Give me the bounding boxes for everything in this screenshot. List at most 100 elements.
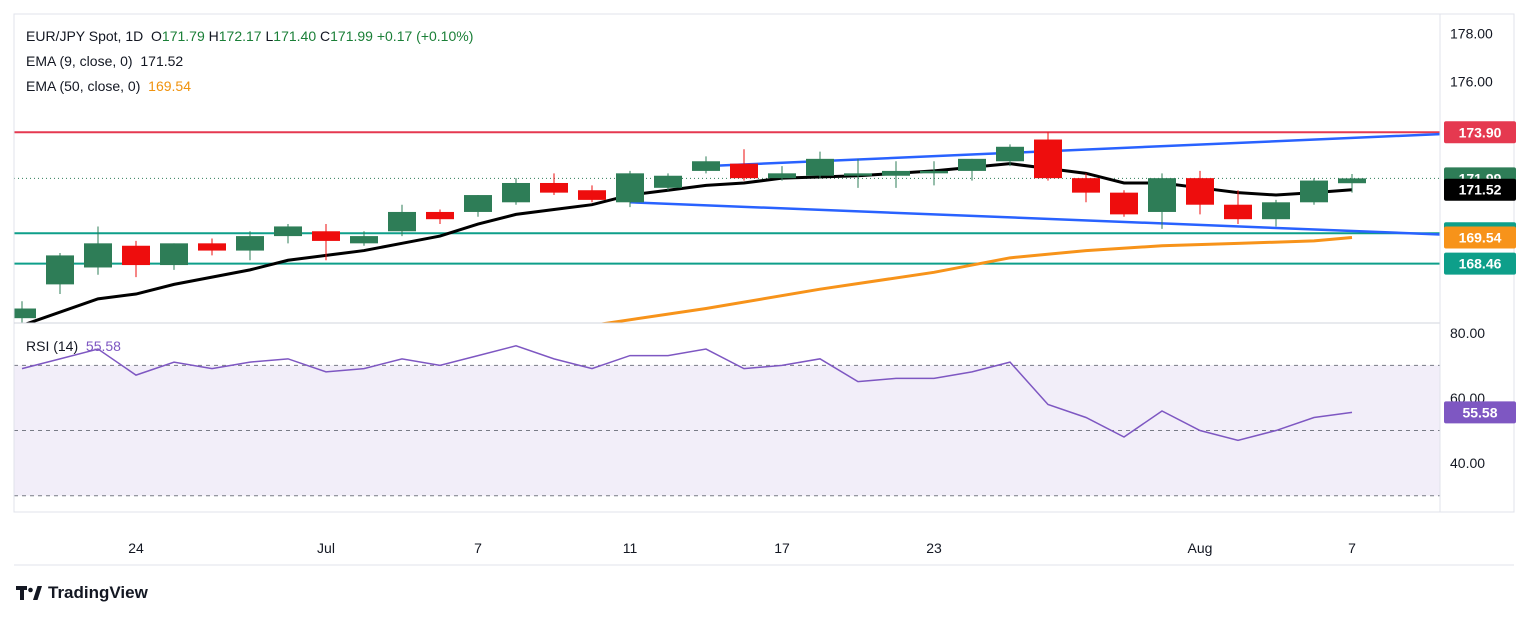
candle-body — [920, 170, 948, 174]
candle — [1262, 199, 1290, 227]
candle — [236, 231, 264, 261]
candle-body — [806, 158, 834, 176]
time-tick-label: 11 — [623, 540, 638, 556]
candle-body — [1034, 139, 1062, 179]
rsi-tag: 55.58 — [1444, 401, 1516, 424]
price-tick-label: 178.00 — [1450, 25, 1493, 41]
candle — [426, 209, 454, 225]
ohlc-legend: EUR/JPY Spot, 1D O171.79 H172.17 L171.40… — [26, 28, 473, 44]
price-tag-label: 168.46 — [1459, 256, 1502, 272]
time-axis: 24 Jul 7 11 17 23 Aug 7 — [128, 540, 1356, 556]
candle-body — [312, 231, 340, 241]
candle — [920, 161, 948, 186]
candle — [540, 173, 568, 196]
candle-body — [578, 190, 606, 200]
rsi-label: RSI (14) — [26, 338, 79, 354]
candle-body — [1072, 178, 1100, 193]
candle-body — [692, 161, 720, 171]
candle — [616, 170, 644, 208]
time-tick-label: Aug — [1188, 540, 1213, 556]
price-tag-label: 173.90 — [1459, 124, 1502, 140]
candle — [730, 149, 758, 181]
candle — [122, 240, 150, 278]
ema9-legend[interactable]: EMA (9, close, 0) 171.52 — [26, 53, 183, 69]
time-tick-label: 23 — [926, 540, 942, 556]
candle-body — [616, 173, 644, 203]
candle — [84, 226, 112, 275]
rsi-tick-label: 40.00 — [1450, 455, 1485, 471]
ema9-value: 171.52 — [140, 53, 184, 69]
candle-body — [730, 163, 758, 179]
candle-body — [1186, 178, 1214, 205]
candle — [1034, 132, 1062, 181]
rsi-legend[interactable]: RSI (14) 55.58 — [26, 338, 121, 354]
candle-body — [1300, 180, 1328, 203]
price-tag: 168.46 — [1444, 252, 1516, 275]
upper-trendline — [705, 132, 1440, 168]
candle-body — [1148, 178, 1176, 212]
candle-body — [502, 182, 530, 203]
candle — [958, 158, 986, 181]
candle — [806, 151, 834, 179]
low-value: 171.40 — [273, 28, 317, 44]
time-tick-label: 7 — [474, 540, 482, 556]
candle — [768, 166, 796, 181]
candle — [274, 224, 302, 244]
ema9-label: EMA (9, close, 0) — [26, 53, 133, 69]
candle-body — [236, 236, 264, 251]
rsi-value: 55.58 — [85, 338, 121, 354]
candle — [198, 238, 226, 256]
price-tag-box — [1444, 121, 1516, 144]
ema50-legend[interactable]: EMA (50, close, 0) 169.54 — [26, 78, 191, 94]
rsi-tag-box — [1444, 401, 1516, 424]
candle-body — [958, 158, 986, 171]
ema50-label: EMA (50, close, 0) — [26, 78, 141, 94]
time-tick-label: 24 — [128, 540, 144, 556]
candle-body — [844, 173, 872, 176]
price-tag-label: 171.52 — [1459, 182, 1502, 198]
candle-body — [1262, 202, 1290, 220]
time-tick-label: 17 — [774, 540, 790, 556]
rsi-tick-label: 80.00 — [1450, 325, 1485, 341]
price-tag-box — [1444, 178, 1516, 201]
candle — [1224, 190, 1252, 225]
candle — [578, 185, 606, 203]
high-label: H — [208, 28, 219, 44]
candle — [1338, 174, 1366, 193]
price-tick-label: 176.00 — [1450, 74, 1493, 90]
price-tag-box — [1444, 226, 1516, 249]
candle-body — [160, 243, 188, 266]
candle — [160, 243, 188, 270]
price-tag-label: 169.54 — [1459, 230, 1502, 246]
candle — [844, 158, 872, 188]
tradingview-brand[interactable]: TradingView — [16, 583, 148, 603]
lower-trendline — [629, 201, 1440, 236]
candle — [14, 301, 36, 323]
high-value: 172.17 — [218, 28, 262, 44]
price-tag: 169.54 — [1444, 226, 1516, 249]
candle — [464, 195, 492, 217]
candle — [1148, 173, 1176, 229]
candle — [1110, 190, 1138, 217]
candle — [388, 204, 416, 237]
candle-body — [996, 146, 1024, 162]
candle-body — [274, 226, 302, 237]
time-tick-label: Jul — [317, 540, 335, 556]
candle — [1186, 170, 1214, 215]
time-tick-label: 7 — [1348, 540, 1356, 556]
price-tag-box — [1444, 252, 1516, 275]
change-value: +0.17 (+0.10%) — [376, 28, 474, 44]
candle — [1072, 173, 1100, 203]
tradingview-logo-icon — [16, 586, 42, 600]
symbol-title[interactable]: EUR/JPY Spot, 1D — [26, 28, 144, 44]
brand-name: TradingView — [48, 583, 148, 602]
candle — [46, 252, 74, 295]
rsi-pane — [14, 345, 1440, 497]
candle-body — [350, 236, 378, 244]
candle-body — [426, 211, 454, 220]
candle — [350, 231, 378, 246]
candle — [654, 173, 682, 191]
candle-body — [14, 308, 36, 319]
price-pane — [14, 131, 1440, 323]
